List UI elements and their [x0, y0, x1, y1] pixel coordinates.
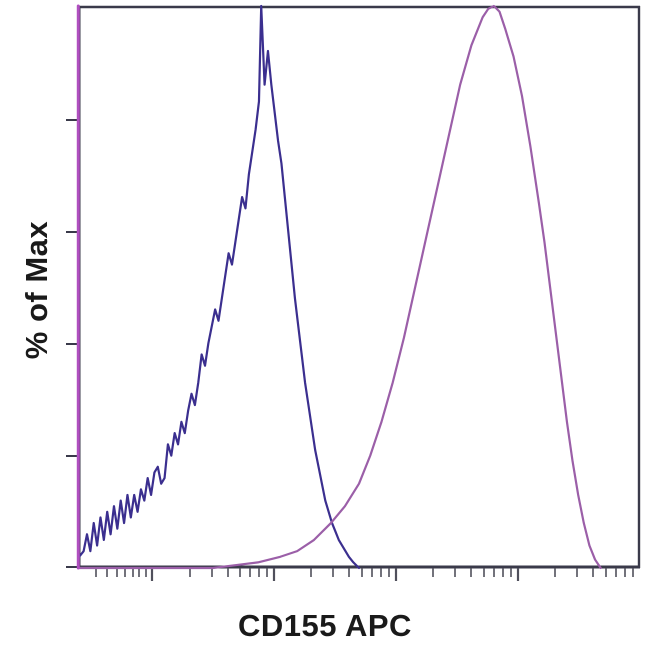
- y-axis-title: % of Max: [19, 220, 54, 360]
- series-cd155-apc-stained: [78, 4, 602, 570]
- x-axis-ticks: [95, 568, 634, 581]
- series-isotype-control: [78, 4, 361, 570]
- x-axis-title: CD155 APC: [238, 608, 412, 643]
- plot-background: [78, 6, 640, 568]
- data-traces: [76, 4, 602, 570]
